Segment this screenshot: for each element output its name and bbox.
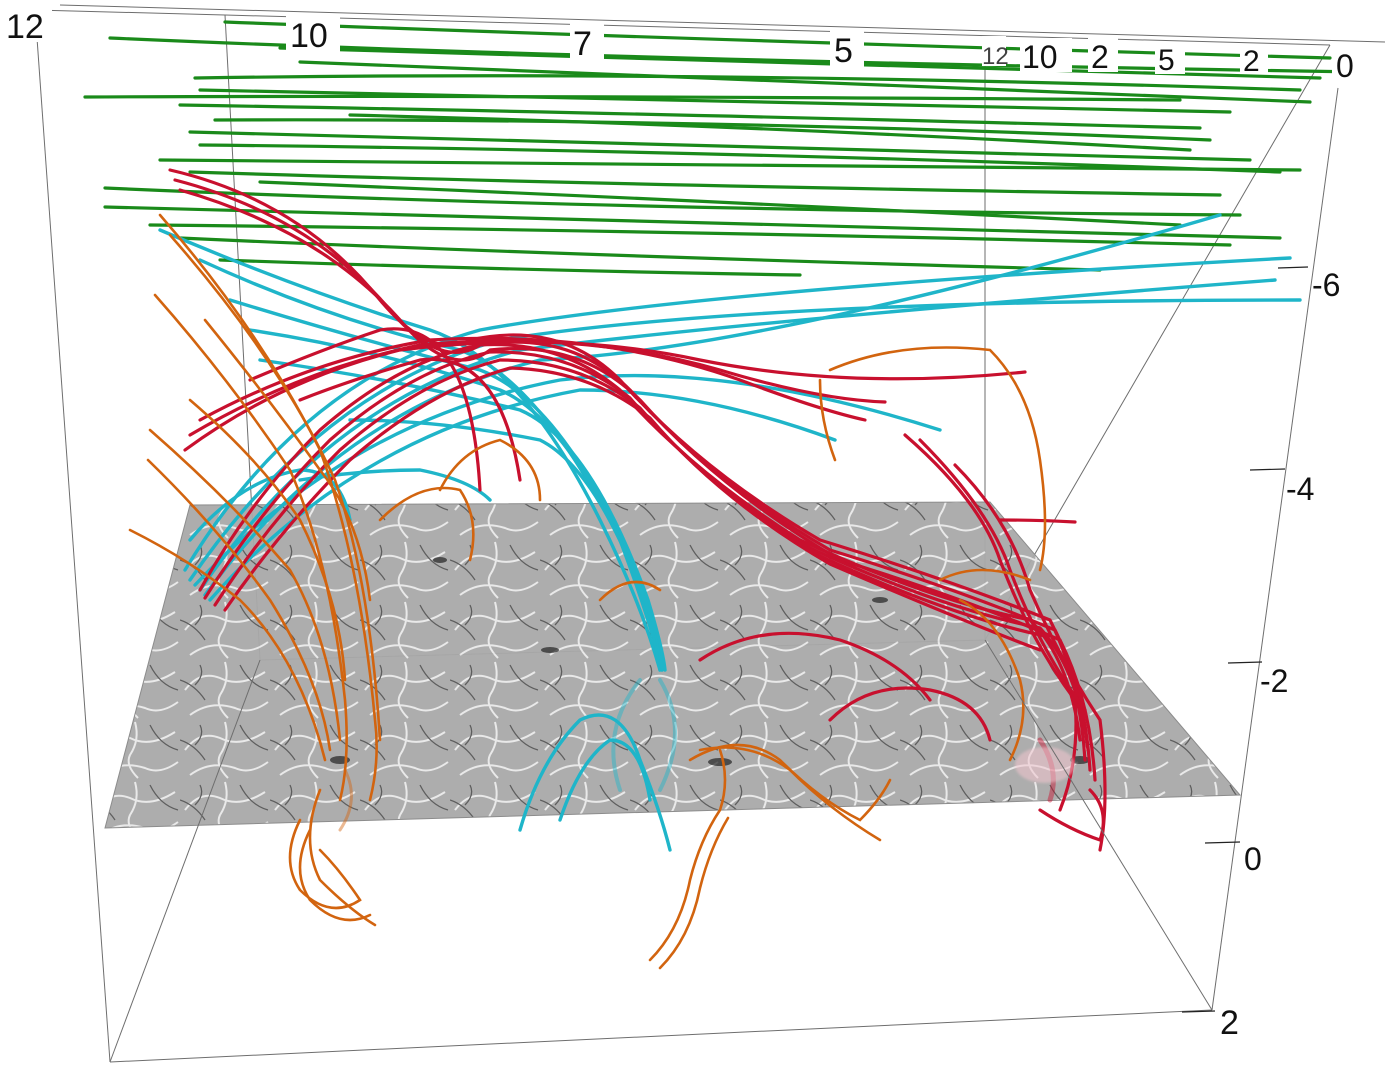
right-axis-ticks	[1181, 266, 1309, 1013]
red-flux-rope	[168, 168, 1107, 852]
right-tick-label-5: 2	[1220, 1004, 1239, 1042]
orange-field-lines	[128, 213, 1047, 970]
right-tick-label-1: -6	[1312, 267, 1340, 303]
top-tick-label-9: 2	[1243, 45, 1260, 78]
top-tick-label-8: 5	[1158, 44, 1175, 77]
right-axis-labels: -6 -4 -2 0 2	[1220, 267, 1340, 1042]
right-tick-label-4: 0	[1244, 841, 1262, 877]
bounding-box-front	[34, 4, 1386, 1063]
top-tick-label-2: 10	[290, 17, 328, 55]
top-tick-label-3: 7	[573, 25, 592, 63]
top-axis-labels: 12 10 7 5 12 10 2 5 2 0	[4, 6, 1362, 84]
right-tick-label-2: -4	[1286, 471, 1314, 507]
right-tick-label-3: -2	[1260, 663, 1288, 699]
top-tick-label-7: 2	[1091, 39, 1109, 75]
green-field-lines	[83, 20, 1362, 277]
translucent-below-slice	[338, 678, 1056, 832]
top-tick-label-5: 12	[982, 43, 1009, 70]
top-tick-label-6: 10	[1022, 39, 1058, 75]
top-tick-label-4: 5	[834, 32, 853, 70]
top-tick-label-1: 12	[6, 8, 44, 46]
highlight-blob	[1015, 747, 1075, 783]
top-tick-label-10: 0	[1336, 48, 1354, 84]
